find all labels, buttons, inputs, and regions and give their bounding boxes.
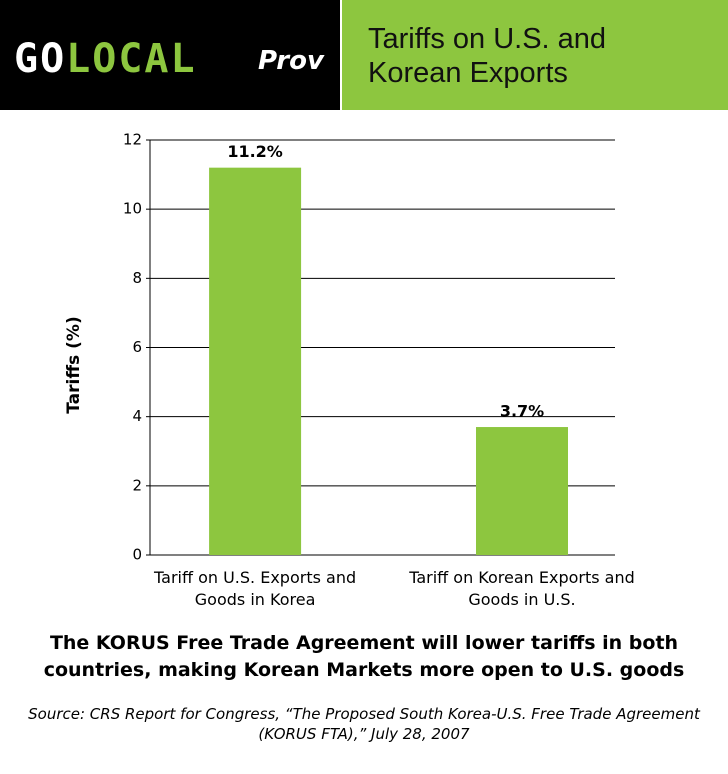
bar xyxy=(209,167,302,555)
y-tick-label: 10 xyxy=(123,200,142,218)
x-tick-label: Tariff on U.S. Exports and Goods in Kore… xyxy=(154,568,357,609)
y-tick-label: 8 xyxy=(132,269,142,287)
logo-city: Prov xyxy=(258,46,324,76)
y-tick-label: 12 xyxy=(123,131,142,149)
y-axis-label: Tariffs (%) xyxy=(64,316,84,413)
y-tick-label: 4 xyxy=(132,407,142,425)
y-tick-label: 2 xyxy=(132,476,142,494)
bar xyxy=(476,427,568,555)
logo: GOLOCAL Prov xyxy=(0,0,340,110)
value-label: 11.2% xyxy=(227,142,283,161)
chart-title: Tariffs on U.S. and Korean Exports xyxy=(368,23,607,89)
y-tick-label: 0 xyxy=(132,546,142,564)
y-tick-label: 6 xyxy=(132,338,142,356)
x-tick-label: Tariff on Korean Exports and Goods in U.… xyxy=(409,568,635,609)
logo-word: GOLOCAL xyxy=(14,36,197,82)
caption: The KORUS Free Trade Agreement will lowe… xyxy=(43,632,685,681)
source: Source: CRS Report for Congress, “The Pr… xyxy=(28,705,700,743)
logo-local: LOCAL xyxy=(66,36,197,82)
value-label: 3.7% xyxy=(500,402,544,421)
logo-go: GO xyxy=(14,36,67,82)
title-box: Tariffs on U.S. and Korean Exports xyxy=(342,0,728,110)
